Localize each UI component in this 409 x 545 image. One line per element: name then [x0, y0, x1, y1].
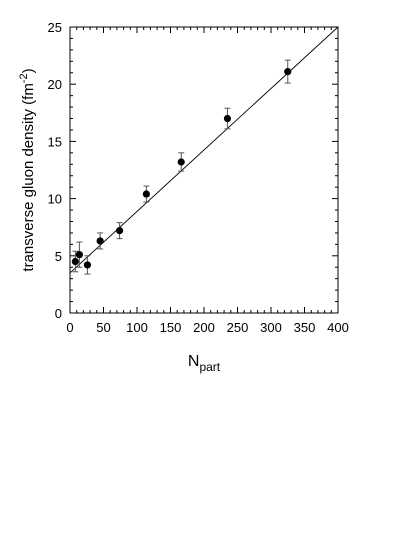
data-point: [142, 190, 150, 198]
x-tick-label: 400: [327, 320, 349, 335]
y-axis-label-superscript: -2: [18, 73, 30, 83]
data-point: [177, 158, 185, 166]
x-axis-label-subscript: part: [199, 360, 220, 374]
plot-frame: [69, 26, 339, 314]
data-point: [71, 257, 79, 266]
x-tick-label: 200: [193, 320, 215, 335]
x-axis-label: Npart: [188, 353, 221, 374]
data-points-group: [71, 59, 292, 275]
y-tick-label: 10: [48, 192, 62, 207]
y-tick-label: 5: [55, 249, 62, 264]
x-tick-label: 300: [260, 320, 282, 335]
x-tick-labels: 0 50 100 150 200 250 300 350 400: [66, 320, 348, 335]
x-tick-label: 350: [294, 320, 316, 335]
data-point: [115, 227, 124, 235]
x-tick-label: 50: [96, 320, 110, 335]
y-axis-label-main: transverse gluon density (fm: [20, 83, 37, 271]
data-point: [75, 251, 83, 259]
x-tick-label: 250: [227, 320, 249, 335]
data-point: [83, 261, 92, 269]
x-tick-label: 150: [160, 320, 182, 335]
x-tick-label: 100: [126, 320, 148, 335]
data-point: [96, 237, 104, 245]
y-tick-label: 20: [48, 77, 62, 92]
y-axis-label: transverse gluon density (fm-2): [18, 68, 37, 271]
data-point: [223, 114, 232, 123]
fit-line-group: [69, 26, 339, 274]
y-axis-label-close: ): [20, 68, 37, 73]
fit-line: [69, 26, 339, 274]
y-tick-label: 25: [48, 20, 62, 35]
y-tick-label: 0: [55, 306, 62, 321]
x-tick-label: 0: [66, 320, 73, 335]
y-tick-label: 15: [48, 134, 62, 149]
data-point: [284, 68, 292, 76]
y-tick-labels: 0 5 10 15 20 25: [48, 20, 62, 321]
axis-ticks: [69, 26, 339, 314]
x-axis-label-main: N: [188, 353, 200, 370]
